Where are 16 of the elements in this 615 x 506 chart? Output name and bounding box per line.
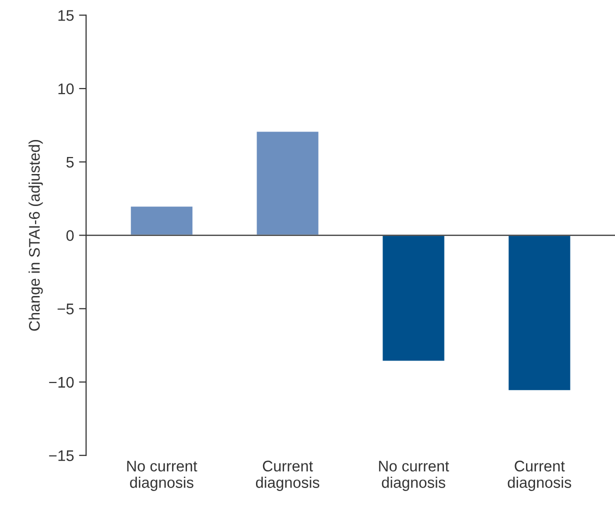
x-tick-label: No current diagnosis xyxy=(127,460,198,491)
x-tick-label: No current diagnosis xyxy=(379,460,450,491)
x-tick-label: Current diagnosis xyxy=(508,460,572,491)
y-tick-label: −10 xyxy=(49,376,74,388)
y-axis-title: Change in STAI-6 (adjusted) xyxy=(28,140,43,331)
y-tick-label: 5 xyxy=(66,156,74,168)
bar xyxy=(507,234,572,392)
bar xyxy=(255,130,320,236)
y-tick-label: −15 xyxy=(49,450,74,462)
bar xyxy=(129,205,194,236)
y-tick-label: 0 xyxy=(66,230,74,241)
x-tick-label: Current diagnosis xyxy=(256,460,320,491)
bar xyxy=(381,234,446,362)
y-tick-label: 10 xyxy=(58,83,74,94)
y-tick-label: −5 xyxy=(58,304,74,314)
y-tick-label: 15 xyxy=(58,10,74,21)
